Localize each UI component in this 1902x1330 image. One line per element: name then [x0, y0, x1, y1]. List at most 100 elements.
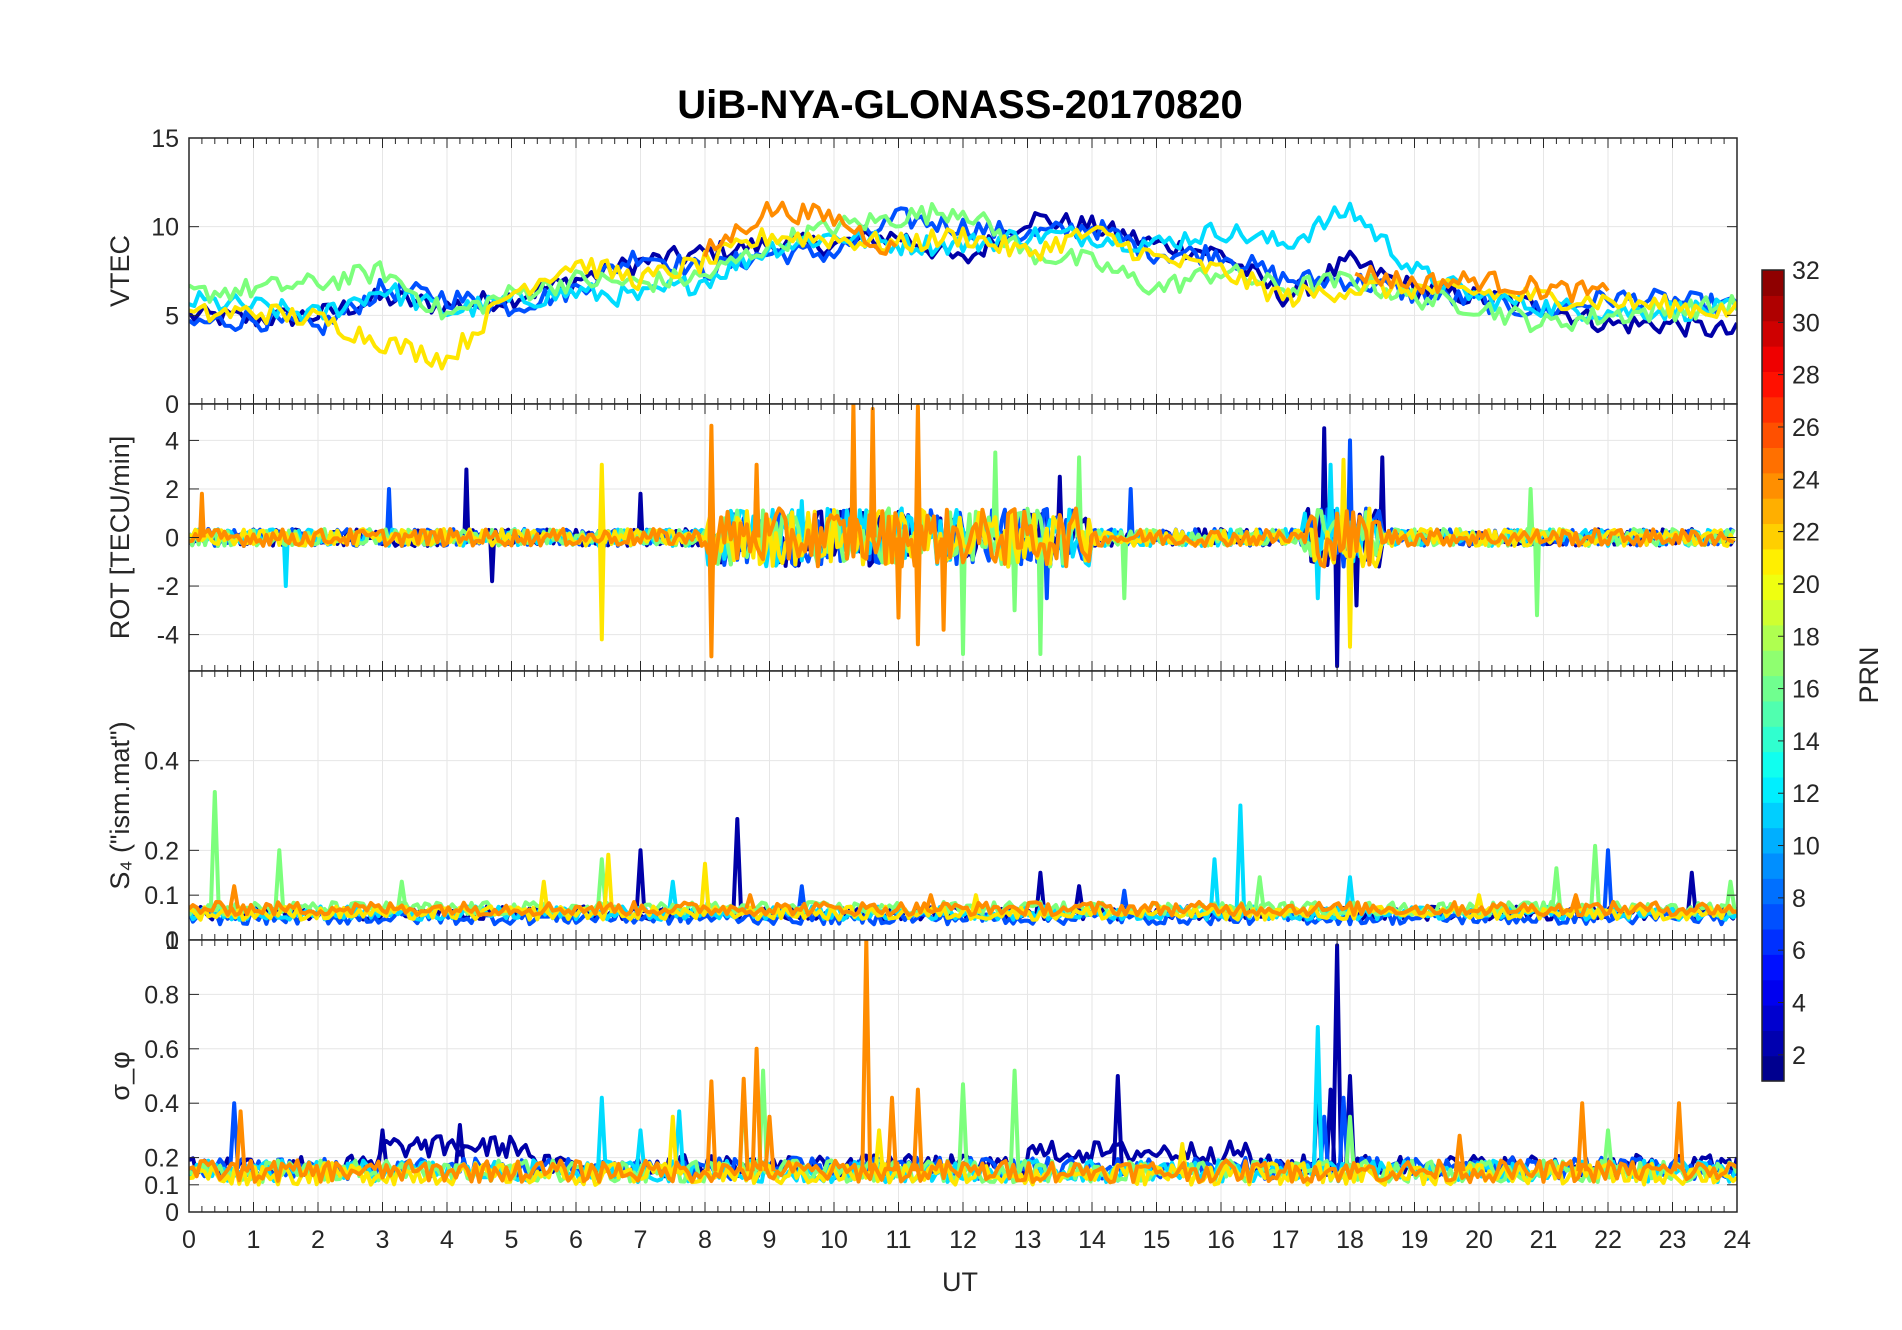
x-tick-label: 10 [820, 1226, 848, 1254]
y-tick-label: 0 [165, 525, 179, 553]
y-tick-label: 0.1 [144, 882, 179, 910]
x-tick-label: 21 [1530, 1226, 1558, 1254]
colorbar-tick-label: 18 [1792, 623, 1820, 651]
y-tick-label: 0 [165, 391, 179, 419]
panel-3: 0 0.1 0.2 0.4 S₄ ("ism.mat") [105, 670, 1738, 955]
x-tick-label: 17 [1272, 1226, 1300, 1254]
colorbar-tick-label: 26 [1792, 414, 1820, 442]
colorbar-segment [1762, 650, 1784, 677]
y-tick-label: 0 [165, 1199, 179, 1227]
data-series-2 [189, 848, 1737, 927]
colorbar-tick-label: 20 [1792, 571, 1820, 599]
y-tick-label: -2 [157, 573, 179, 601]
data-series-6 [703, 200, 1610, 304]
data-series-3 [189, 803, 1737, 922]
x-tick-label: 6 [569, 1226, 583, 1254]
x-tick-label: 22 [1594, 1226, 1622, 1254]
y-tick-label: 0.4 [144, 748, 179, 776]
colorbar-tick-label: 24 [1792, 466, 1820, 494]
colorbar-segment [1762, 270, 1784, 296]
x-tick-label: 15 [1143, 1226, 1171, 1254]
x-tick-label: 7 [634, 1226, 648, 1254]
colorbar-tick-label: 12 [1792, 780, 1820, 808]
colorbar-segment [1762, 371, 1784, 398]
colorbar-tick-label: 8 [1792, 885, 1806, 913]
y-tick-label: 0.2 [144, 837, 179, 865]
series-group [189, 940, 1737, 1187]
colorbar-segment [1762, 498, 1784, 525]
x-tick-label: 24 [1723, 1226, 1751, 1254]
x-tick-label: 2 [311, 1226, 325, 1254]
colorbar-tick-label: 28 [1792, 362, 1820, 390]
colorbar-segment [1762, 852, 1784, 879]
colorbar-segment [1762, 751, 1784, 778]
x-tick-label: 4 [440, 1226, 454, 1254]
x-tick-label: 5 [505, 1226, 519, 1254]
y-axis-label: S₄ ("ism.mat") [105, 721, 135, 889]
colorbar-segment [1762, 295, 1784, 322]
colorbar-tick-label: 14 [1792, 728, 1820, 756]
data-series-2 [189, 206, 1737, 337]
y-tick-label: 0.2 [144, 1145, 179, 1173]
y-axis-label: ROT [TECU/min] [105, 436, 135, 640]
colorbar-segment [1762, 523, 1784, 550]
data-series-6 [189, 940, 1737, 1185]
panel-2: -4 -2 0 2 4 ROT [TECU/min] [105, 403, 1738, 672]
y-tick-label: 0 [165, 927, 179, 955]
x-tick-label: 8 [698, 1226, 712, 1254]
x-tick-label: 23 [1659, 1226, 1687, 1254]
colorbar-segment [1762, 624, 1784, 651]
y-tick-label: 5 [165, 302, 179, 330]
x-tick-label: 19 [1401, 1226, 1429, 1254]
colorbar-tick-label: 30 [1792, 309, 1820, 337]
y-tick-label: 15 [151, 125, 179, 153]
series-group [189, 790, 1737, 927]
y-tick-label: 10 [151, 214, 179, 242]
colorbar-tick-label: 22 [1792, 519, 1820, 547]
colorbar-tick-label: 4 [1792, 990, 1806, 1018]
y-tick-label: 0.4 [144, 1090, 179, 1118]
colorbar-tick-label: 6 [1792, 937, 1806, 965]
y-tick-label: 2 [165, 476, 179, 504]
colorbar-segment [1762, 548, 1784, 575]
colorbar-segment [1762, 1030, 1784, 1057]
colorbar-segment [1762, 979, 1784, 1006]
colorbar-segment [1762, 776, 1784, 803]
x-tick-label: 18 [1336, 1226, 1364, 1254]
data-series-3 [189, 1025, 1737, 1184]
y-tick-label: 0.1 [144, 1172, 179, 1200]
x-axis-label: UT [942, 1267, 978, 1297]
colorbar-segment [1762, 675, 1784, 702]
colorbar-segment [1762, 599, 1784, 626]
colorbar-tick-label: 2 [1792, 1042, 1806, 1070]
chart-title: UiB-NYA-GLONASS-20170820 [677, 83, 1242, 127]
colorbar-frame [1761, 269, 1785, 1082]
colorbar-segment [1762, 954, 1784, 981]
x-tick-label: 14 [1078, 1226, 1106, 1254]
y-tick-label: 0.6 [144, 1036, 179, 1064]
series-group [189, 404, 1736, 669]
data-series-6 [189, 884, 1737, 918]
colorbar-segment [1762, 396, 1784, 423]
colorbar-segment [1762, 903, 1784, 930]
colorbar-segment [1762, 827, 1784, 854]
colorbar-segment [1762, 422, 1784, 449]
x-tick-label: 13 [1014, 1226, 1042, 1254]
colorbar-segment [1762, 472, 1784, 499]
x-tick-label: 1 [247, 1226, 261, 1254]
colorbar-segment [1762, 1004, 1784, 1031]
y-axis-label: VTEC [105, 235, 135, 307]
colorbar-segment [1762, 1055, 1784, 1082]
colorbar-tick-label: 10 [1792, 833, 1820, 861]
panel-1: 0 5 10 15 VTEC [105, 125, 1738, 419]
colorbar-label: PRN [1854, 646, 1884, 703]
colorbar-tick-label: 32 [1792, 257, 1820, 285]
y-axis-label: σ_φ [105, 1051, 135, 1100]
colorbar-segment [1762, 700, 1784, 727]
colorbar-segment [1762, 928, 1784, 955]
x-tick-label: 12 [949, 1226, 977, 1254]
colorbar-segment [1762, 320, 1784, 347]
